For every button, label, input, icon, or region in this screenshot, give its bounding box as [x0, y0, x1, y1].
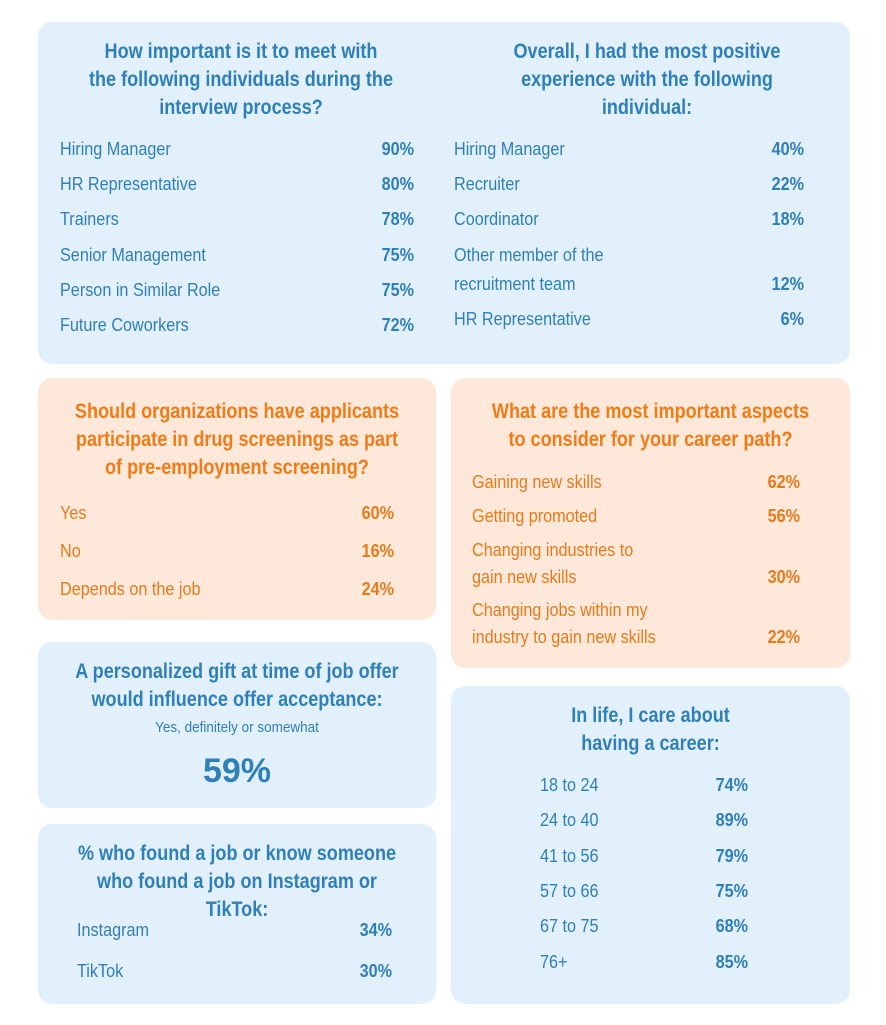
- importance-value: 75%: [381, 280, 414, 300]
- career-aspects-title-line: to consider for your career path?: [508, 428, 793, 451]
- life-title-line: In life, I care about: [571, 704, 730, 727]
- importance-value: 75%: [381, 245, 414, 265]
- drug-card: Should organizations have applicants par…: [38, 378, 436, 620]
- life-label: 41 to 56: [540, 846, 599, 866]
- importance-title-line: the following individuals during the: [88, 68, 393, 91]
- life-label: 67 to 75: [540, 916, 599, 936]
- positive-value: 6%: [780, 309, 804, 329]
- career-aspects-label: Gaining new skills: [472, 472, 602, 492]
- positive-value: 40%: [771, 139, 804, 159]
- positive-value: 22%: [771, 174, 804, 194]
- gift-title: A personalized gift at time of job offer…: [66, 658, 408, 714]
- life-value: 75%: [715, 881, 748, 901]
- positive-value: 18%: [771, 209, 804, 229]
- importance-title: How important is it to meet with the fol…: [66, 38, 415, 122]
- life-label: 57 to 66: [540, 881, 599, 901]
- importance-value: 80%: [381, 174, 414, 194]
- positive-title-line: experience with the following: [521, 68, 773, 91]
- gift-title-line: A personalized gift at time of job offer: [75, 660, 399, 683]
- life-label: 18 to 24: [540, 775, 599, 795]
- career-aspects-value: 56%: [767, 506, 800, 526]
- importance-label: Senior Management: [60, 245, 206, 265]
- life-value: 79%: [715, 846, 748, 866]
- drug-title-line: of pre-employment screening?: [105, 456, 369, 479]
- drug-value: 60%: [361, 503, 394, 523]
- gift-title-line: would influence offer acceptance:: [91, 688, 383, 711]
- drug-value: 16%: [361, 541, 394, 561]
- positive-label: recruitment team: [454, 274, 576, 294]
- social-title: % who found a job or know someone who fo…: [66, 840, 408, 924]
- life-title-line: having a career:: [581, 732, 720, 755]
- social-value: 34%: [359, 920, 392, 940]
- importance-label: HR Representative: [60, 174, 197, 194]
- career-aspects-title: What are the most important aspects to c…: [479, 398, 822, 454]
- drug-title: Should organizations have applicants par…: [66, 398, 408, 482]
- gift-subtitle: Yes, definitely or somewhat: [155, 719, 319, 736]
- importance-label: Hiring Manager: [60, 139, 171, 159]
- life-value: 85%: [715, 952, 748, 972]
- life-title: In life, I care about having a career:: [479, 702, 822, 758]
- life-value: 74%: [715, 775, 748, 795]
- life-value: 89%: [715, 810, 748, 830]
- career-aspects-value: 22%: [767, 627, 800, 647]
- career-aspects-label: Changing industries to: [472, 540, 634, 560]
- gift-card: A personalized gift at time of job offer…: [38, 642, 436, 808]
- life-card: In life, I care about having a career: 1…: [451, 686, 850, 1004]
- importance-title-line: interview process?: [159, 96, 323, 119]
- positive-label: Coordinator: [454, 209, 539, 229]
- importance-label: Future Coworkers: [60, 315, 189, 335]
- importance-value: 72%: [381, 315, 414, 335]
- social-title-line: who found a job on Instagram or TikTok:: [97, 870, 377, 921]
- social-label: TikTok: [77, 961, 124, 981]
- social-label: Instagram: [77, 920, 150, 940]
- career-aspects-label: Changing jobs within my: [472, 600, 648, 620]
- career-aspects-label: gain new skills: [472, 567, 577, 587]
- importance-label: Trainers: [60, 209, 119, 229]
- importance-title-line: How important is it to meet with: [104, 40, 378, 63]
- importance-card: How important is it to meet with the fol…: [38, 22, 850, 364]
- drug-label: Yes: [60, 503, 87, 523]
- positive-label: Hiring Manager: [454, 139, 565, 159]
- gift-value: 59%: [202, 752, 272, 790]
- social-title-line: % who found a job or know someone: [77, 842, 397, 865]
- importance-value: 78%: [381, 209, 414, 229]
- social-value: 30%: [359, 961, 392, 981]
- life-label: 24 to 40: [540, 810, 599, 830]
- drug-value: 24%: [361, 579, 394, 599]
- life-value: 68%: [715, 916, 748, 936]
- positive-value: 12%: [771, 274, 804, 294]
- positive-label: Other member of the: [454, 245, 604, 265]
- positive-label: HR Representative: [454, 309, 591, 329]
- career-aspects-value: 62%: [767, 472, 800, 492]
- importance-value: 90%: [381, 139, 414, 159]
- positive-title: Overall, I had the most positive experie…: [472, 38, 821, 122]
- drug-label: No: [60, 541, 81, 561]
- drug-title-line: participate in drug screenings as part: [75, 428, 399, 451]
- positive-title-line: Overall, I had the most positive: [513, 40, 781, 63]
- importance-label: Person in Similar Role: [60, 280, 221, 300]
- career-aspects-card: What are the most important aspects to c…: [451, 378, 850, 668]
- career-aspects-value: 30%: [767, 567, 800, 587]
- positive-label: Recruiter: [454, 174, 520, 194]
- social-card: % who found a job or know someone who fo…: [38, 824, 436, 1004]
- career-aspects-label: industry to gain new skills: [472, 627, 656, 647]
- career-aspects-title-line: What are the most important aspects: [491, 400, 810, 423]
- life-label: 76+: [540, 952, 568, 972]
- career-aspects-label: Getting promoted: [472, 506, 598, 526]
- drug-title-line: Should organizations have applicants: [74, 400, 400, 423]
- drug-label: Depends on the job: [60, 579, 201, 599]
- positive-title-line: individual:: [601, 96, 693, 119]
